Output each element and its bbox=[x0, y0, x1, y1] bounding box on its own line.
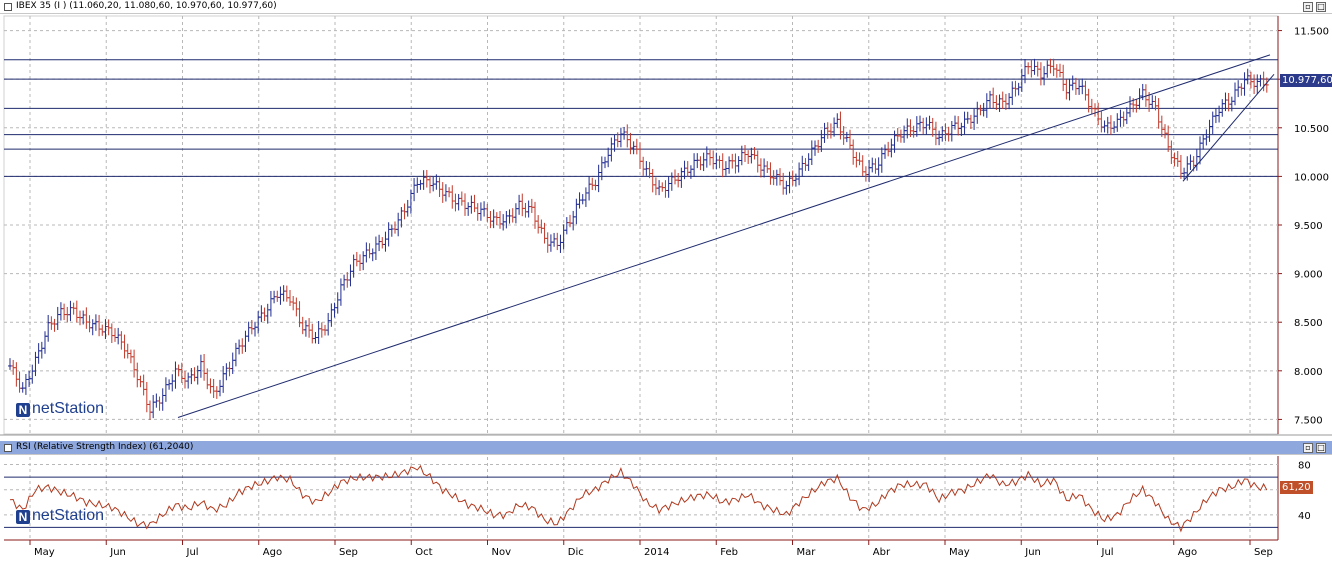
current-rsi-label: 61,20 bbox=[1280, 481, 1313, 495]
restore-button[interactable]: ▫ bbox=[1303, 443, 1313, 453]
month-label: Mar bbox=[797, 547, 817, 558]
rsi-panel-header: RSI (Relative Strength Index) (61,2040) … bbox=[0, 441, 1332, 455]
month-label: Jul bbox=[186, 547, 199, 558]
trendline-1 bbox=[1182, 74, 1275, 182]
month-label: Nov bbox=[492, 547, 512, 558]
trendline-0 bbox=[177, 54, 1271, 418]
price-tick-label: 9.000 bbox=[1294, 270, 1323, 281]
month-label: Sep bbox=[1254, 547, 1273, 558]
month-label: Oct bbox=[415, 547, 432, 558]
price-tick-label: 7.500 bbox=[1294, 415, 1323, 426]
restore-button[interactable]: ▫ bbox=[1303, 2, 1313, 12]
month-label: Jul bbox=[1101, 547, 1114, 558]
maximize-button[interactable]: □ bbox=[1316, 2, 1326, 12]
rsi-tick-label: 80 bbox=[1298, 461, 1311, 472]
price-tick-label: 9.500 bbox=[1294, 221, 1323, 232]
rsi-series-line bbox=[9, 464, 1268, 533]
netstation-logo-mark: N bbox=[16, 403, 30, 417]
month-label: Jun bbox=[1024, 547, 1041, 558]
rsi-panel-title: RSI (Relative Strength Index) (61,2040) bbox=[16, 442, 194, 452]
price-tick-label: 8.000 bbox=[1294, 367, 1323, 378]
month-label: Ago bbox=[263, 547, 282, 558]
netstation-logo-text: netStation bbox=[32, 507, 105, 524]
month-label: Feb bbox=[720, 547, 738, 558]
month-label: Abr bbox=[873, 547, 891, 558]
price-tick-label: 11.500 bbox=[1294, 27, 1329, 38]
price-panel-title: IBEX 35 (I ) (11.060,20, 11.080,60, 10.9… bbox=[16, 1, 277, 11]
month-label: 2014 bbox=[644, 547, 669, 558]
panel-menu-icon[interactable] bbox=[4, 3, 12, 11]
rsi-tick-label: 40 bbox=[1298, 511, 1311, 522]
netstation-logo-mark: N bbox=[16, 510, 30, 524]
month-label: Dic bbox=[568, 547, 584, 558]
month-label: Jun bbox=[109, 547, 126, 558]
maximize-button[interactable]: □ bbox=[1316, 443, 1326, 453]
month-label: Sep bbox=[339, 547, 358, 558]
price-tick-label: 10.000 bbox=[1294, 172, 1329, 183]
month-label: May bbox=[949, 547, 970, 558]
panel-menu-icon[interactable] bbox=[4, 444, 12, 452]
price-tick-label: 10.500 bbox=[1294, 124, 1329, 135]
netstation-logo-text: netStation bbox=[32, 400, 105, 417]
price-tick-label: 8.500 bbox=[1294, 318, 1323, 329]
month-label: May bbox=[34, 547, 55, 558]
price-panel-header: IBEX 35 (I ) (11.060,20, 11.080,60, 10.9… bbox=[0, 0, 1332, 14]
month-label: Ago bbox=[1178, 547, 1197, 558]
current-price-label: 10.977,60 bbox=[1280, 74, 1332, 88]
